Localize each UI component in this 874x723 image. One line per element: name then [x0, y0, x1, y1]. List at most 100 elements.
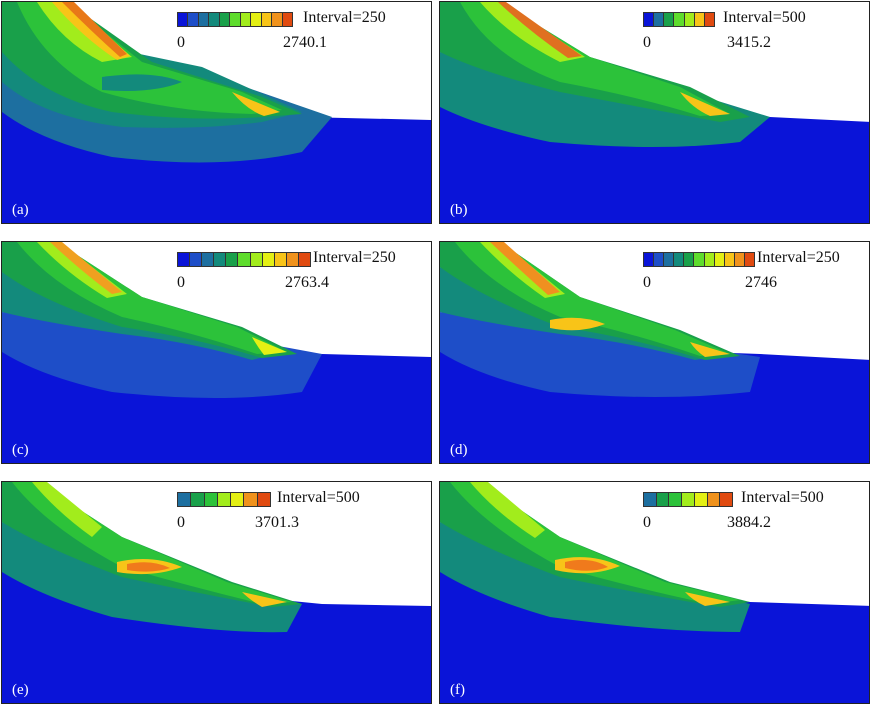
legend-swatch	[282, 13, 292, 26]
peak-displacement-zone	[565, 559, 608, 571]
legend-swatch	[244, 493, 258, 506]
legend-f: Interval=500 0 3884.2	[643, 489, 824, 531]
color-scale-bar	[643, 12, 715, 27]
sky-region	[2, 482, 431, 600]
color-scale-bar	[643, 252, 755, 267]
contour-plot-d	[440, 242, 869, 463]
legend-swatch	[669, 493, 683, 506]
legend-swatch	[251, 13, 262, 26]
panel-f: Interval=500 0 3884.2 (f)	[439, 481, 870, 704]
legend-swatch	[191, 493, 205, 506]
legend-swatch	[240, 13, 252, 26]
legend-swatch	[202, 253, 215, 266]
legend-swatch	[286, 253, 299, 266]
legend-swatch	[684, 13, 695, 26]
deep-sliding-zone	[2, 312, 322, 398]
legend-min-label: 0	[177, 514, 185, 531]
legend-swatch	[644, 493, 657, 506]
legend-interval-label: Interval=250	[757, 249, 840, 266]
legend-swatch	[654, 13, 665, 26]
shear-band-hotspot	[550, 317, 605, 331]
legend-swatch	[261, 13, 273, 26]
legend-swatch	[231, 493, 245, 506]
legend-interval-label: Interval=500	[741, 489, 824, 506]
toe-displacement-zone	[680, 92, 730, 116]
legend-c: Interval=250 0 2763.4	[177, 249, 396, 291]
contour-plot-a	[2, 2, 431, 223]
legend-swatch	[298, 253, 311, 266]
sky-region	[2, 2, 431, 120]
legend-min-label: 0	[177, 274, 185, 291]
legend-interval-label: Interval=500	[277, 489, 360, 506]
panel-label-d: (d)	[450, 442, 468, 458]
panel-b: Interval=500 0 3415.2 (b)	[439, 1, 870, 224]
toe-displacement-zone	[690, 342, 730, 357]
legend-swatch	[734, 253, 745, 266]
toe-displacement-zone	[685, 592, 730, 606]
legend-swatch	[694, 13, 705, 26]
legend-swatch	[214, 253, 227, 266]
legend-swatch	[644, 253, 655, 266]
panel-label-e: (e)	[12, 682, 29, 698]
contour-plot-e	[2, 482, 431, 703]
legend-d: Interval=250 0 2746	[643, 249, 840, 291]
legend-swatch	[704, 13, 714, 26]
legend-max-label: 2740.1	[283, 34, 327, 51]
legend-min-label: 0	[643, 274, 651, 291]
toe-displacement-zone	[252, 337, 287, 355]
sky-region	[440, 482, 869, 600]
legend-max-label: 2746	[745, 274, 777, 291]
peak-displacement-zone	[127, 562, 170, 572]
legend-swatch	[684, 253, 695, 266]
contour-plot-c	[2, 242, 431, 463]
peak-displacement-zone	[498, 2, 582, 58]
displacement-layer-3	[32, 482, 102, 537]
legend-swatch	[664, 253, 675, 266]
legend-swatch	[178, 13, 189, 26]
legend-min-label: 0	[643, 514, 651, 531]
panel-a: Interval=250 0 2740.1 (a)	[1, 1, 432, 224]
peak-displacement-zone	[62, 2, 127, 57]
legend-swatch	[204, 493, 218, 506]
legend-swatch	[674, 253, 685, 266]
bedrock-region	[440, 482, 869, 703]
legend-swatch	[724, 253, 735, 266]
panel-c: Interval=250 0 2763.4 (c)	[1, 241, 432, 464]
legend-swatch	[656, 493, 670, 506]
legend-swatch	[674, 13, 685, 26]
legend-swatch	[694, 493, 708, 506]
legend-swatch	[704, 253, 715, 266]
color-scale-bar	[177, 492, 271, 507]
legend-interval-label: Interval=250	[303, 9, 386, 26]
deep-sliding-zone	[440, 312, 760, 397]
legend-swatch	[209, 13, 220, 26]
legend-min-label: 0	[177, 34, 185, 51]
legend-swatch	[250, 253, 263, 266]
legend-swatch	[190, 253, 203, 266]
legend-swatch	[257, 493, 270, 506]
legend-min-label: 0	[643, 34, 651, 51]
legend-swatch	[219, 13, 231, 26]
bedrock-region	[2, 482, 431, 703]
legend-swatch	[272, 13, 283, 26]
legend-swatch	[664, 13, 675, 26]
sky-region	[2, 242, 431, 360]
panel-label-b: (b)	[450, 202, 468, 218]
legend-swatch	[262, 253, 275, 266]
legend-swatch	[274, 253, 287, 266]
color-scale-bar	[177, 252, 311, 267]
contour-plot-b	[440, 2, 869, 223]
panel-e: Interval=500 0 3701.3 (e)	[1, 481, 432, 704]
legend-swatch	[644, 13, 655, 26]
panel-label-c: (c)	[12, 442, 29, 458]
panel-d: Interval=250 0 2746 (d)	[439, 241, 870, 464]
sky-region	[440, 242, 869, 360]
legend-swatch	[217, 493, 232, 506]
contour-plot-f	[440, 482, 869, 703]
legend-swatch	[707, 493, 721, 506]
toe-displacement-zone	[232, 92, 280, 116]
legend-swatch	[188, 13, 199, 26]
inner-shear-lens	[102, 74, 182, 91]
legend-swatch	[226, 253, 239, 266]
peak-displacement-zone	[490, 242, 560, 295]
